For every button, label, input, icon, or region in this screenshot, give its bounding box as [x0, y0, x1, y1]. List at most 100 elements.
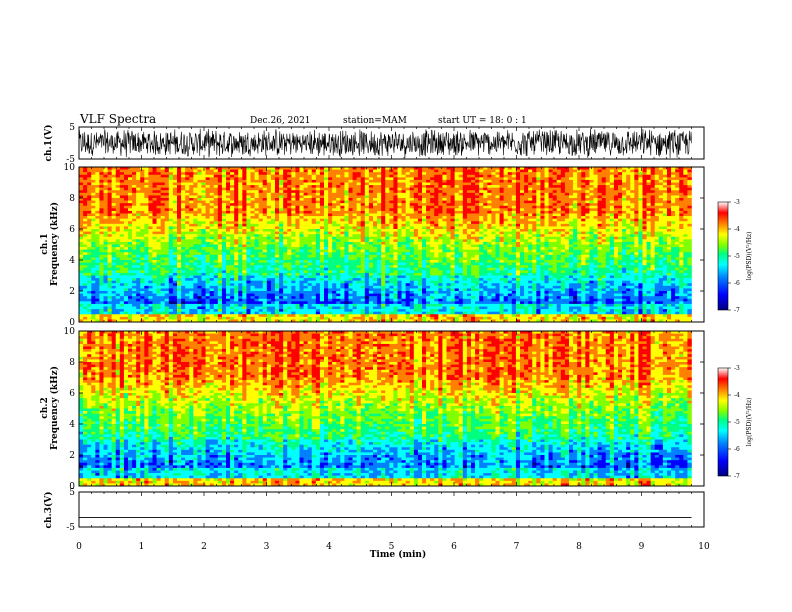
ch1-spectrogram-cell: [214, 252, 218, 255]
ch1-spectrogram-cell: [153, 273, 157, 276]
ch1-spectrogram-cell: [95, 296, 99, 299]
ch1-spectrogram-cell: [189, 188, 193, 191]
ch1-spectrogram-cell: [144, 268, 148, 271]
ch1-spectrogram-cell: [189, 245, 193, 248]
ch1-spectrogram-cell: [202, 263, 206, 266]
ch1-spectrogram-cell: [112, 255, 116, 258]
ch1-spectrogram-cell: [140, 286, 144, 289]
ch1-spectrogram-cell: [79, 265, 83, 268]
ch1-spectrogram-cell: [157, 245, 161, 248]
ch1-spectrogram-cell: [185, 268, 189, 271]
ch1-spectrogram-cell: [95, 242, 99, 245]
ch1-spectrogram-cell: [177, 250, 181, 253]
ch1-spectrogram-cell: [104, 286, 108, 289]
ch1-spectrogram-cell: [181, 190, 185, 193]
ch1-spectrogram-cell: [116, 260, 120, 263]
ch1-spectrogram-cell: [202, 183, 206, 186]
ch1-spectrogram-cell: [210, 276, 214, 279]
ch1-spectrogram-cell: [234, 276, 238, 279]
ch1-spectrogram-cell: [222, 317, 226, 320]
ch1-spectrogram-cell: [83, 245, 87, 248]
ch1-spectrogram-cell: [189, 242, 193, 245]
ch1-spectrogram-cell: [238, 304, 242, 307]
ch1-spectrogram-cell: [99, 237, 103, 240]
ch1-spectrogram-cell: [206, 281, 210, 284]
ch1-spectrogram-cell: [222, 201, 226, 204]
ch1-spectrogram-cell: [79, 270, 83, 273]
ch1-spectrogram-cell: [230, 234, 234, 237]
ch1-spectrogram-cell: [132, 296, 136, 299]
ch1-spectrogram-cell: [148, 175, 152, 178]
ch1-spectrogram-cell: [193, 203, 197, 206]
ch1-spectrogram-cell: [153, 198, 157, 201]
ch1-spectrogram-cell: [181, 229, 185, 232]
ch1-spectrogram-cell: [206, 263, 210, 266]
ch1-spectrogram-cell: [161, 206, 165, 209]
ch1-spectrogram-cell: [144, 299, 148, 302]
ch1-spectrogram-cell: [116, 239, 120, 242]
ch1-spectrogram-cell: [234, 193, 238, 196]
ch1-spectrogram-cell: [173, 239, 177, 242]
ch1-spectrogram-cell: [132, 314, 136, 317]
ch1-spectrogram-cell: [234, 239, 238, 242]
ch1-spectrogram-cell: [230, 183, 234, 186]
ch1-spectrogram-cell: [140, 273, 144, 276]
ch1-spectrogram-cell: [108, 247, 112, 250]
ch1-spectrogram-cell: [116, 216, 120, 219]
ch1-spectrogram-cell: [185, 270, 189, 273]
ch1-spectrogram-cell: [128, 211, 132, 214]
ch1-spectrogram-cell: [99, 317, 103, 320]
ch1-spectrogram-cell: [185, 214, 189, 217]
ch1-spectrogram-cell: [148, 263, 152, 266]
ch1-spectrogram-cell: [79, 234, 83, 237]
ch1-spectrogram-cell: [222, 265, 226, 268]
ch1-spectrogram-cell: [140, 206, 144, 209]
ch1-spectrogram-cell: [189, 239, 193, 242]
ch1-spectrogram-cell: [193, 195, 197, 198]
ch1-spectrogram-cell: [197, 190, 201, 193]
ch1-spectrogram-cell: [136, 270, 140, 273]
ch1-spectrogram-cell: [120, 317, 124, 320]
ch1-spectrogram-cell: [136, 198, 140, 201]
ch1-spectrogram-cell: [87, 201, 91, 204]
ch1-spectrogram-cell: [91, 257, 95, 260]
ch1-spectrogram-cell: [136, 224, 140, 227]
ch1-spectrogram-cell: [140, 281, 144, 284]
ch1-spectrogram-cell: [206, 257, 210, 260]
ch1-spectrogram-cell: [136, 245, 140, 248]
ch1-spectrogram-cell: [112, 190, 116, 193]
ch1-spectrogram-cell: [132, 203, 136, 206]
ch1-spectrogram-cell: [144, 183, 148, 186]
ch1-spectrogram-cell: [181, 312, 185, 315]
ch1-spectrogram-cell: [177, 288, 181, 291]
ch1-spectrogram-cell: [193, 268, 197, 271]
ch1-spectrogram-cell: [116, 307, 120, 310]
ch1-spectrogram-cell: [132, 198, 136, 201]
ch1-spectrogram-cell: [87, 314, 91, 317]
ch1-spectrogram-cell: [79, 309, 83, 312]
ch1-spectrogram-cell: [91, 242, 95, 245]
ch1-spectrogram-cell: [157, 201, 161, 204]
ch1-spectrogram-cell: [108, 175, 112, 178]
ch1-spectrogram-cell: [206, 239, 210, 242]
ch1-spectrogram-cell: [91, 276, 95, 279]
ch1-spectrogram-cell: [185, 252, 189, 255]
ch1-spectrogram-cell: [181, 265, 185, 268]
ch1-spectrogram-cell: [214, 234, 218, 237]
ch1-spectrogram-cell: [185, 180, 189, 183]
ch1-spectrogram-cell: [116, 175, 120, 178]
ch1-spectrogram-cell: [189, 250, 193, 253]
ch1-spectrogram-cell: [226, 245, 230, 248]
ch1-spectrogram-cell: [144, 195, 148, 198]
ch1-spectrogram-cell: [132, 250, 136, 253]
ch1-spectrogram-cell: [218, 177, 222, 180]
ch1-spectrogram-cell: [181, 180, 185, 183]
ch1-spectrogram-cell: [177, 237, 181, 240]
ch1-waveform-panel: 5-5: [66, 123, 704, 165]
ch1-spectrogram-cell: [169, 216, 173, 219]
ch1-spectrogram-cell: [181, 304, 185, 307]
ch1-spectrogram-cell: [91, 304, 95, 307]
ch1-spectrogram-cell: [120, 177, 124, 180]
ch1-spectrogram-cell: [140, 283, 144, 286]
ch1-spectrogram-cell: [181, 252, 185, 255]
